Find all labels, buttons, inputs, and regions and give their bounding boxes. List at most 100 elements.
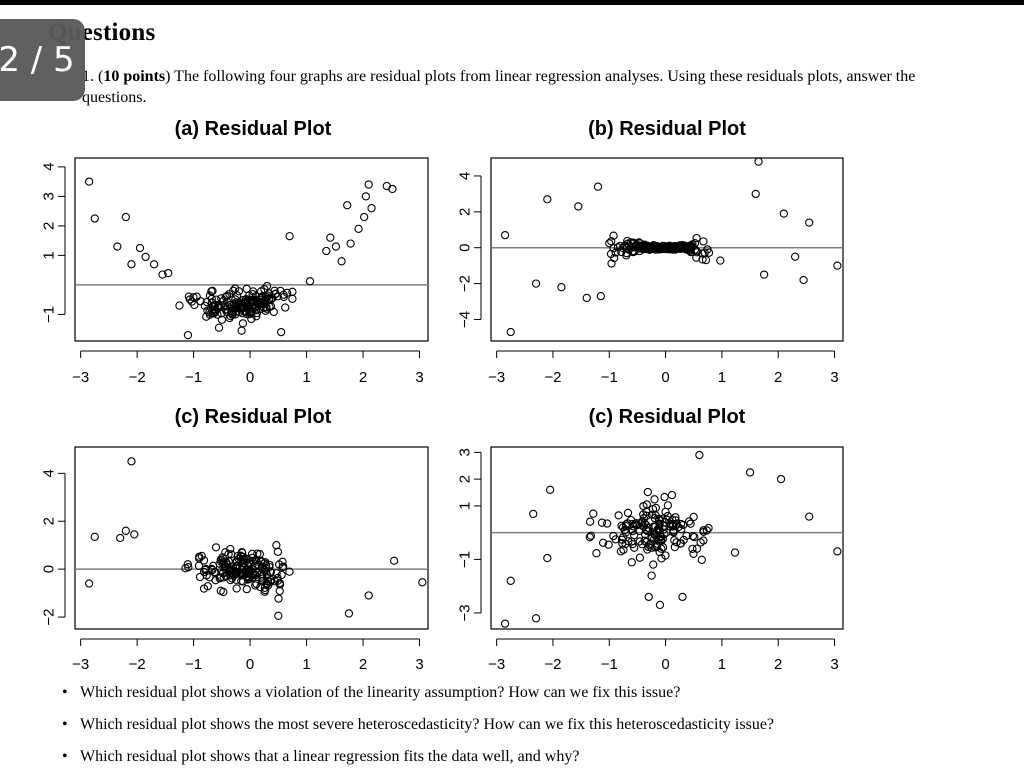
residual-point (760, 270, 769, 279)
plot-title: (c) Residual Plot (175, 406, 332, 428)
residual-point (642, 525, 651, 535)
residual-point (260, 587, 269, 596)
residual-point (557, 283, 566, 292)
residual-point (346, 239, 355, 248)
plot-title: (a) Residual Plot (175, 118, 332, 140)
residual-point (716, 256, 725, 265)
residual-point (202, 571, 211, 580)
top-border (0, 0, 1024, 5)
residual-point (672, 538, 681, 547)
residual-point (621, 520, 631, 529)
residual-point (589, 509, 598, 518)
x-tick-label: 1 (718, 369, 726, 386)
residual-point (658, 534, 667, 544)
x-tick-label: −1 (185, 369, 202, 386)
residual-point (543, 553, 552, 563)
residual-point (529, 509, 538, 519)
residual-point (506, 327, 515, 337)
residual-point (221, 562, 231, 571)
residual-point (586, 517, 595, 526)
residual-point (331, 242, 341, 251)
residual-point (609, 531, 618, 541)
residual-point (247, 307, 256, 317)
y-tick-label: −2 (457, 275, 474, 292)
residual-point (364, 180, 373, 189)
y-tick-label: 2 (41, 222, 58, 230)
x-tick-label: 0 (246, 656, 254, 673)
y-tick-label: 3 (41, 192, 58, 200)
residual-point (113, 242, 122, 251)
residual-point (274, 611, 283, 620)
plot-frame (490, 446, 844, 630)
residual-point (217, 294, 226, 303)
residual-point (652, 242, 661, 252)
residual-point (272, 569, 281, 578)
residual-point (582, 293, 591, 303)
residual-point (265, 302, 274, 311)
residual-point (199, 584, 209, 593)
residual-point (257, 292, 266, 301)
residual-point (650, 495, 659, 504)
residual-point (606, 249, 616, 259)
residual-point (643, 487, 652, 497)
y-tick-label: −1 (41, 306, 58, 323)
y-tick-label: −2 (41, 608, 58, 625)
y-tick-label: 2 (457, 475, 474, 483)
bullet-question-linearity: Which residual plot shows a violation of… (60, 682, 774, 714)
residual-point (121, 212, 130, 222)
residual-point (121, 526, 130, 535)
residual-point (667, 490, 677, 500)
plot-frame (74, 157, 429, 342)
x-tick-label: 1 (302, 656, 310, 673)
residual-point (262, 579, 271, 588)
residual-point (84, 177, 94, 186)
residual-point (627, 525, 636, 534)
residual-point (500, 230, 510, 240)
residual-point (751, 189, 760, 199)
y-tick-label: −1 (457, 551, 474, 568)
residual-point (127, 260, 136, 269)
residual-point (622, 243, 631, 252)
residual-plot-1: (a) Residual Plot −3 −2 −1 0 1 2 3 −1 1 2 3 4 (41, 118, 429, 386)
x-tick-label: 3 (830, 369, 838, 386)
residual-point (689, 512, 698, 522)
residual-point (364, 591, 373, 600)
residual-point (245, 573, 254, 582)
residual-point (251, 302, 260, 311)
residual-point (130, 530, 139, 539)
residual-point (611, 248, 620, 257)
residual-point (225, 289, 234, 299)
residual-point (586, 531, 596, 540)
x-tick-label: −1 (601, 656, 618, 673)
residual-point (647, 571, 656, 580)
residual-point (259, 303, 268, 312)
residual-point (360, 212, 369, 222)
residual-point (285, 567, 294, 576)
residual-point (288, 287, 297, 296)
residual-point (661, 243, 670, 253)
residual-point (704, 523, 713, 533)
residual-point (624, 245, 634, 254)
y-tick-label: 2 (41, 517, 58, 525)
x-tick-label: 1 (718, 656, 726, 673)
residual-point (262, 281, 272, 291)
residual-point (640, 530, 650, 539)
residual-point (232, 584, 241, 593)
x-tick-label: 2 (359, 369, 367, 386)
residual-point (282, 288, 292, 297)
residual-point (640, 536, 649, 545)
residual-point (251, 581, 260, 590)
residual-point (277, 570, 286, 580)
residual-point (614, 511, 623, 520)
residual-point (660, 243, 669, 252)
residual-point (251, 306, 261, 315)
residual-point (84, 579, 94, 588)
bullet-question-heteroscedasticity: Which residual plot shows the most sever… (60, 714, 774, 746)
y-tick-label: 0 (457, 244, 474, 252)
residual-point (354, 224, 363, 233)
residual-point (233, 303, 242, 312)
residual-point (805, 218, 814, 227)
x-tick-label: 0 (661, 369, 669, 386)
question-body: The following four graphs are residual p… (82, 68, 916, 106)
page-indicator-badge[interactable]: 2 / 5 (0, 19, 85, 101)
